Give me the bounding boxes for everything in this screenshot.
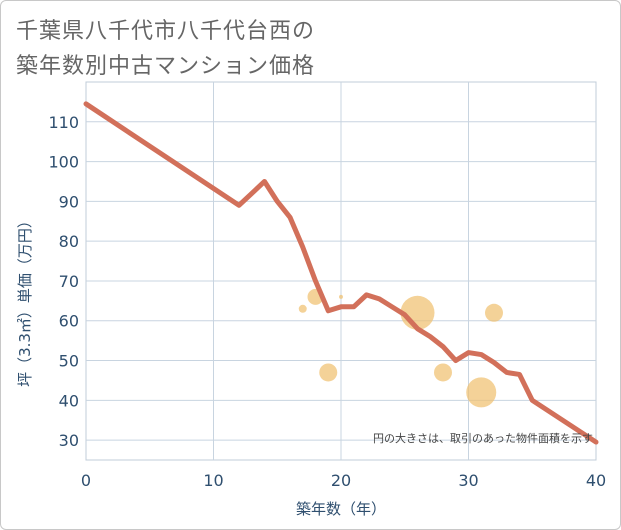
x-tick-40: 40 [586,471,606,490]
scatter-series [298,288,503,408]
size-annotation: 円の大きさは、取引のあった物件面積を示す [373,431,593,445]
scatter-point-2 [319,363,338,382]
y-tick-30: 30 [59,431,79,450]
y-tick-80: 80 [59,232,79,251]
y-tick-70: 70 [59,272,79,291]
chart-title-line-2: 築年数別中古マンション価格 [16,54,316,79]
x-tick-10: 10 [203,471,223,490]
line-series [83,101,599,445]
scatter-point-7 [485,303,503,322]
y-axis-label: 坪（3.3㎡）単価（万円） [16,213,34,387]
x-tick-20: 20 [331,471,351,490]
scatter-point-3 [339,294,343,299]
y-tick-labels: 30 40 50 60 70 80 90 100 110 [48,113,79,450]
scatter-point-6 [466,377,497,408]
scatter-point-5 [434,363,452,382]
y-tick-50: 50 [59,352,79,371]
x-tick-30: 30 [458,471,478,490]
x-axis-label: 築年数（年） [296,500,386,518]
y-tick-90: 90 [59,192,79,211]
y-tick-40: 40 [59,391,79,410]
y-tick-100: 100 [48,153,79,172]
x-tick-labels: 0 10 20 30 40 [81,471,606,490]
x-tick-0: 0 [81,471,91,490]
chart-title: 千葉県八千代市八千代台西の 築年数別中古マンション価格 [16,14,536,84]
average-price-line [83,101,599,445]
chart-title-line-1: 千葉県八千代市八千代台西の [16,19,316,44]
scatter-point-0 [298,304,307,313]
y-tick-60: 60 [59,312,79,331]
y-tick-110: 110 [48,113,79,132]
